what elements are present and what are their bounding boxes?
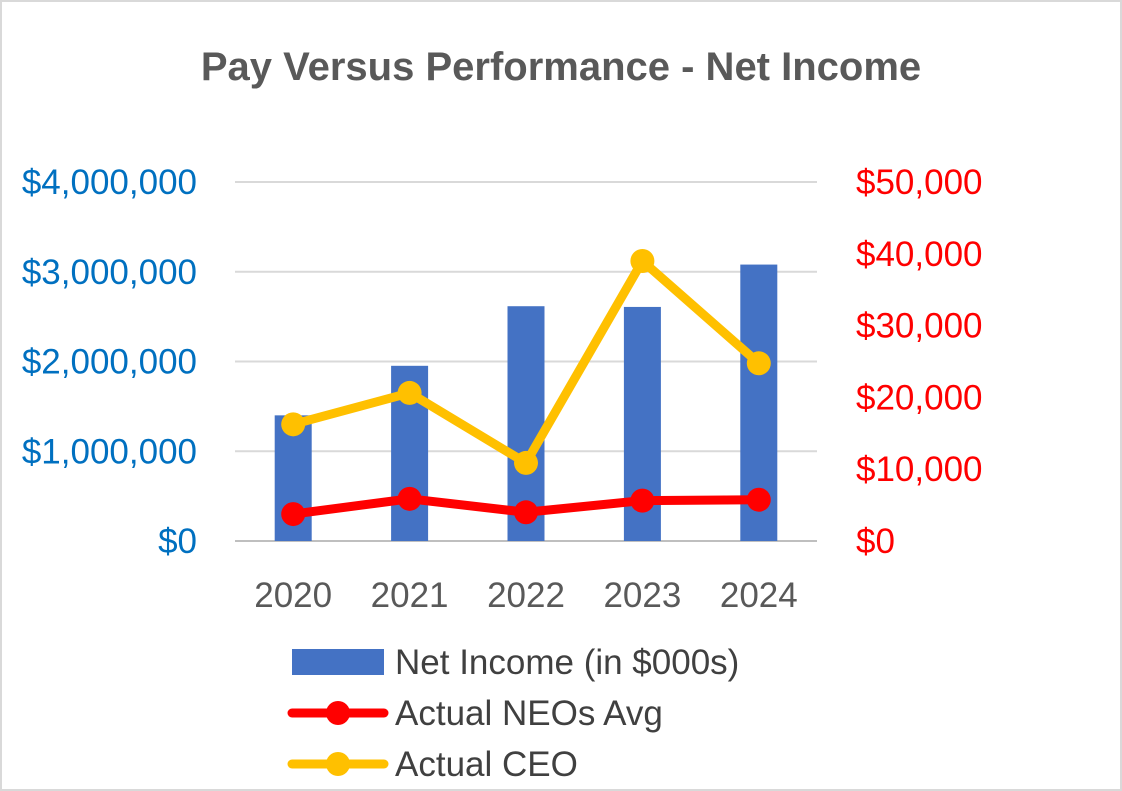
- right-axis-tick-label: $40,000: [856, 235, 983, 274]
- data-point: [746, 487, 771, 512]
- line-series: [281, 248, 771, 527]
- legend-label: Actual CEO: [395, 745, 578, 784]
- left-axis-tick-label: $4,000,000: [22, 163, 197, 202]
- x-axis-ticks: 2020 2021 2022 2023 2024: [254, 576, 797, 615]
- legend: Net Income (in $000s) Actual NEOs Avg Actu…: [287, 643, 739, 784]
- left-axis-tick-label: $0: [158, 522, 197, 561]
- data-point: [630, 488, 655, 513]
- right-axis-ticks: $0 $10,000 $20,000 $30,000 $40,000 $50,000: [856, 163, 983, 561]
- x-axis-tick-label: 2022: [487, 576, 565, 615]
- legend-label: Net Income (in $000s): [395, 643, 739, 682]
- right-axis-tick-label: $10,000: [856, 450, 983, 489]
- x-axis-tick-label: 2023: [603, 576, 681, 615]
- data-point: [630, 248, 655, 273]
- left-axis-tick-label: $1,000,000: [22, 432, 197, 471]
- data-point: [746, 351, 771, 376]
- data-point: [397, 486, 422, 511]
- data-point: [281, 502, 306, 527]
- legend-swatch: [292, 649, 384, 675]
- data-point: [281, 412, 306, 437]
- x-axis-tick-label: 2020: [254, 576, 332, 615]
- legend-marker: [326, 701, 350, 725]
- data-point: [514, 500, 538, 525]
- right-axis-tick-label: $30,000: [856, 307, 983, 346]
- data-point: [397, 380, 422, 405]
- right-axis-tick-label: $20,000: [856, 378, 983, 417]
- chart-title: Pay Versus Performance - Net Income: [201, 45, 921, 89]
- data-point: [514, 450, 538, 475]
- left-axis-tick-label: $3,000,000: [22, 253, 197, 292]
- x-axis-tick-label: 2021: [371, 576, 449, 615]
- left-axis-ticks: $0 $1,000,000 $2,000,000 $3,000,000 $4,000,0…: [22, 163, 197, 561]
- legend-marker: [326, 752, 350, 776]
- x-axis-tick-label: 2024: [720, 576, 798, 615]
- right-axis-tick-label: $50,000: [856, 163, 983, 202]
- legend-label: Actual NEOs Avg: [395, 694, 663, 733]
- left-axis-tick-label: $2,000,000: [22, 343, 197, 382]
- right-axis-tick-label: $0: [856, 522, 895, 561]
